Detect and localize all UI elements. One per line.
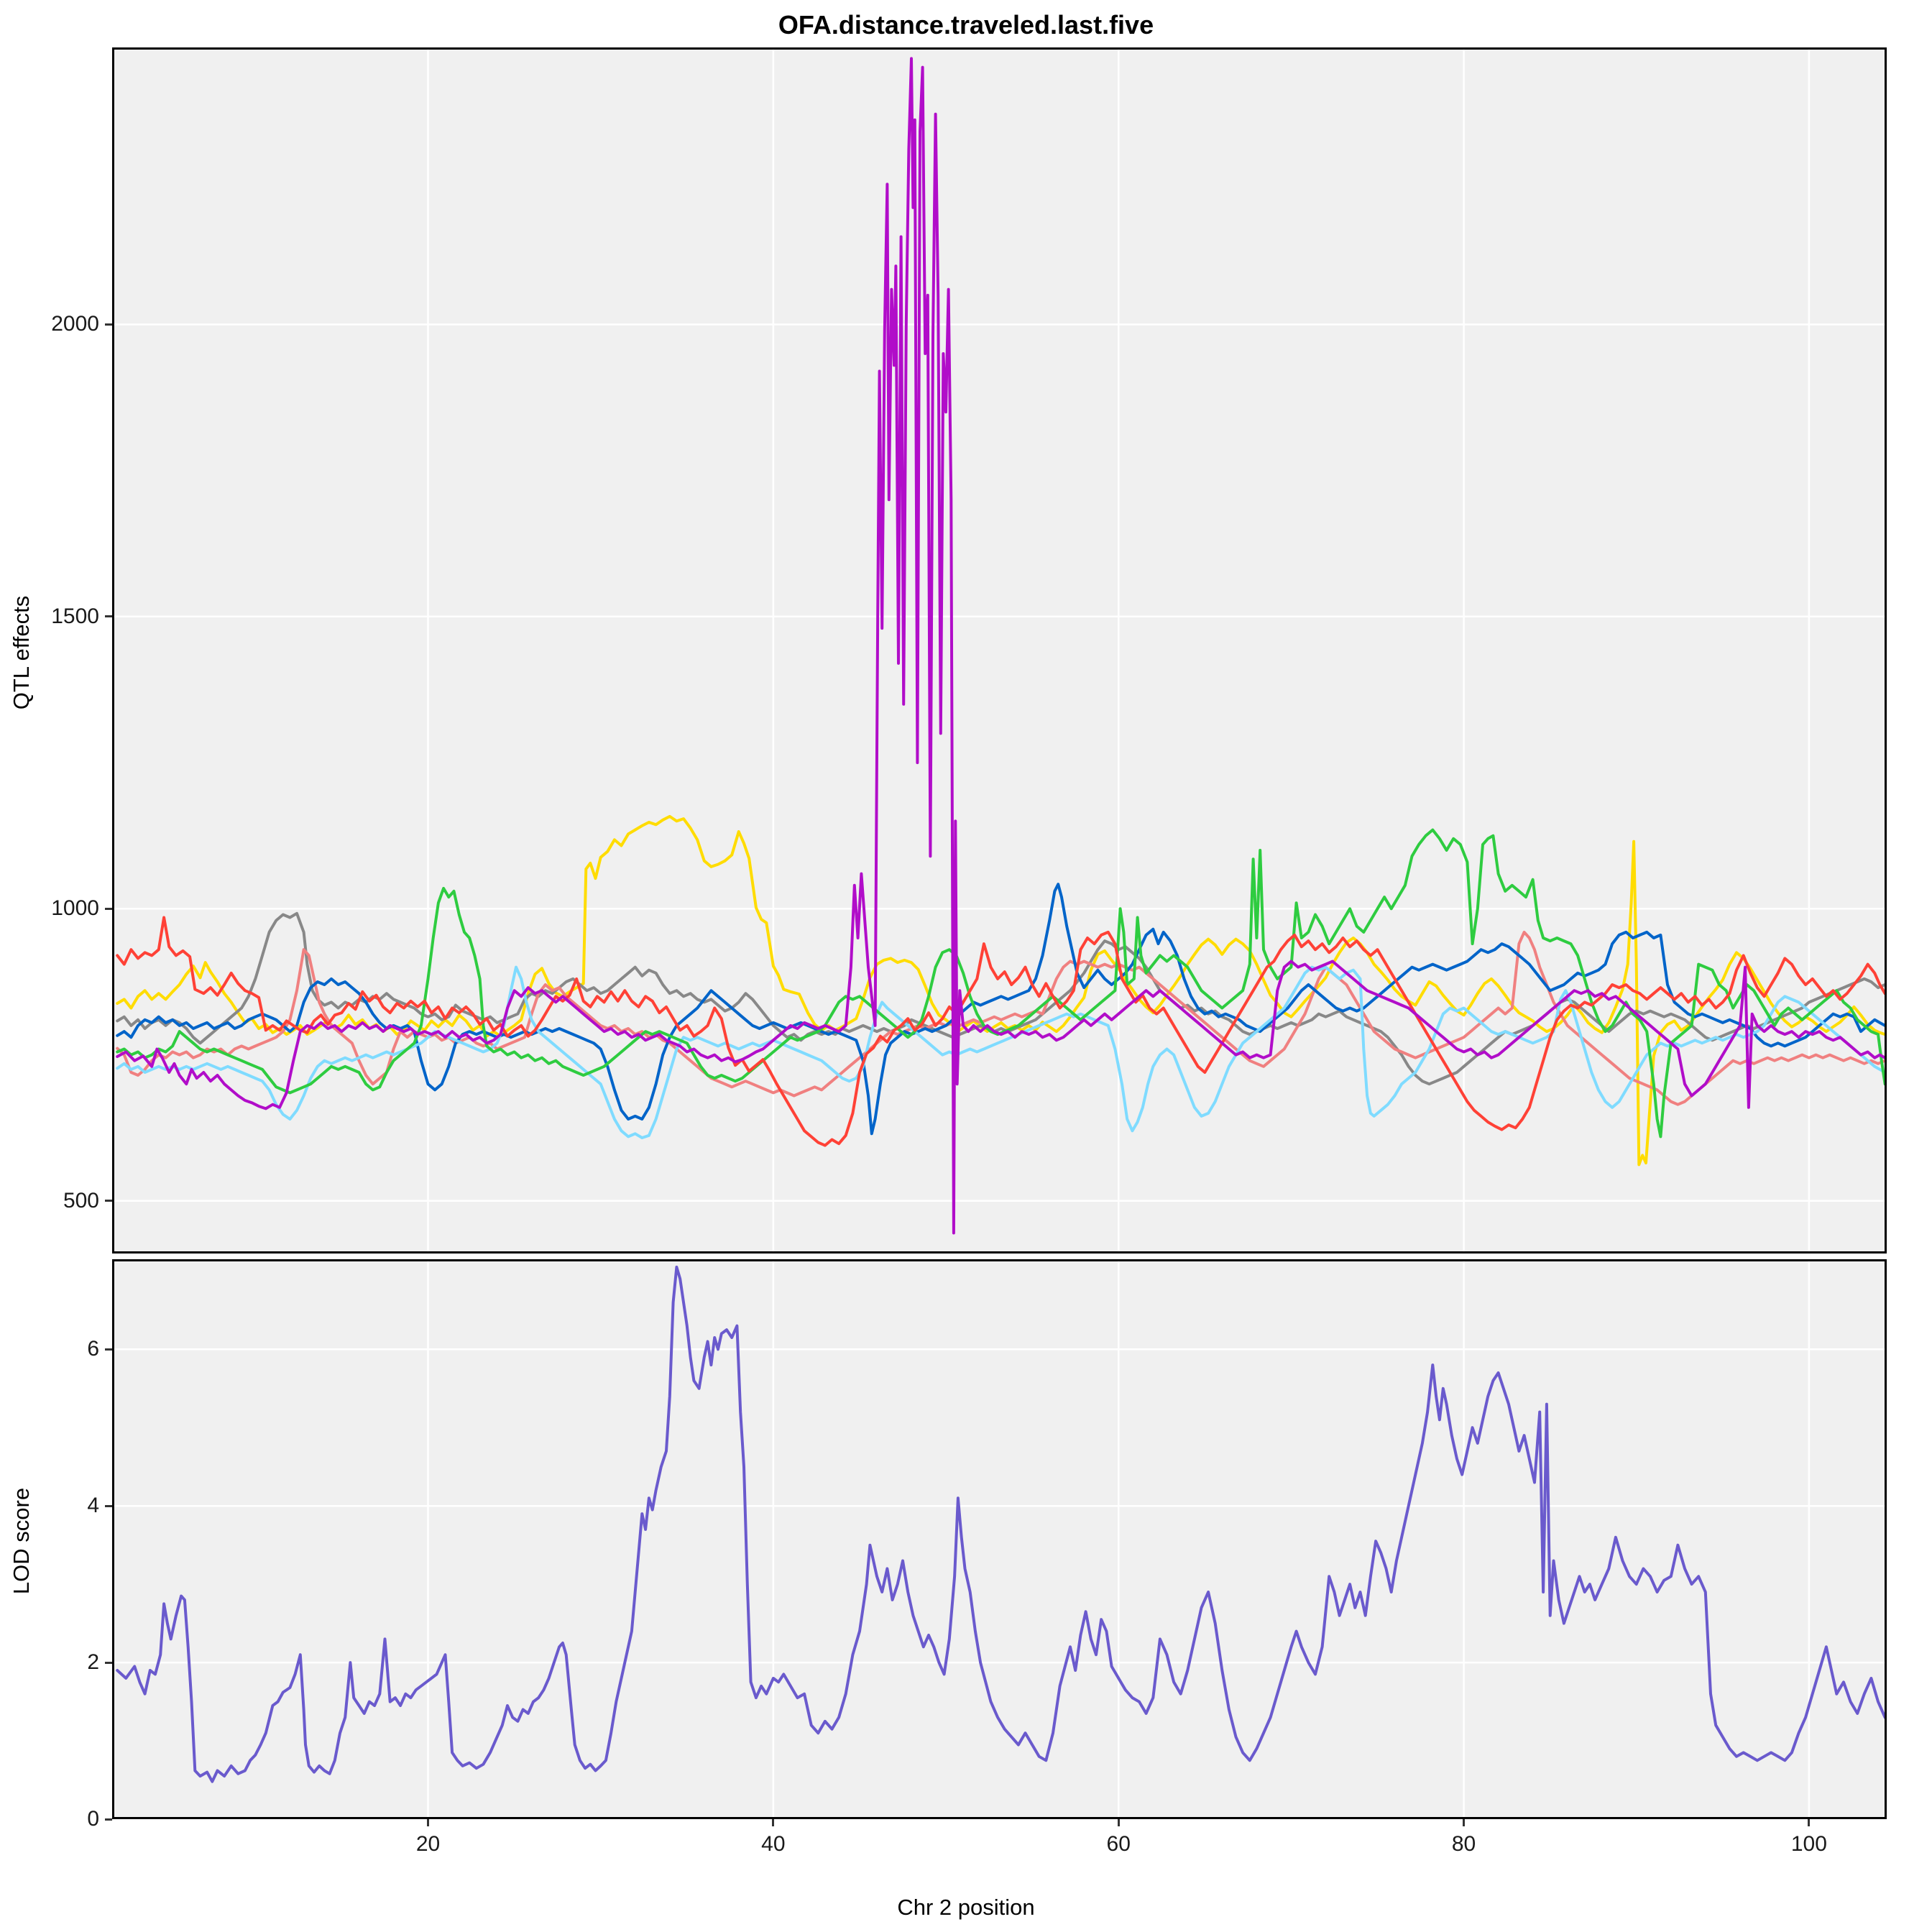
x-tick-label: 100 xyxy=(1790,1832,1827,1856)
y-tick-mark xyxy=(105,323,112,326)
y-tick-label: 500 xyxy=(63,1188,99,1213)
x-tick-label: 40 xyxy=(761,1832,786,1856)
x-tick-mark xyxy=(1808,1819,1811,1826)
x-tick-label: 20 xyxy=(415,1832,441,1856)
y-tick-label: 1000 xyxy=(51,896,99,921)
x-tick-label: 80 xyxy=(1451,1832,1476,1856)
x-tick-label: 60 xyxy=(1106,1832,1131,1856)
y-tick-mark xyxy=(105,1504,112,1507)
y-tick-mark xyxy=(105,1661,112,1664)
x-tick-mark xyxy=(427,1819,430,1826)
y-tick-label: 2 xyxy=(87,1650,99,1675)
y-tick-label: 2000 xyxy=(51,312,99,336)
x-tick-mark xyxy=(772,1819,775,1826)
y-tick-mark xyxy=(105,615,112,618)
y-tick-label: 1500 xyxy=(51,604,99,628)
y-tick-label: 6 xyxy=(87,1337,99,1361)
figure-title: OFA.distance.traveled.last.five xyxy=(778,10,1154,40)
x-tick-mark xyxy=(1463,1819,1466,1826)
y-tick-label: 0 xyxy=(87,1807,99,1831)
y-tick-label: 4 xyxy=(87,1494,99,1518)
qtl-effects-plot xyxy=(112,47,1887,1254)
y-tick-mark xyxy=(105,1200,112,1202)
lod-score-plot xyxy=(112,1259,1887,1819)
y-tick-mark xyxy=(105,1348,112,1351)
y-tick-mark xyxy=(105,1818,112,1821)
x-tick-mark xyxy=(1117,1819,1120,1826)
x-axis-label: Chr 2 position xyxy=(897,1895,1035,1920)
y-tick-mark xyxy=(105,907,112,910)
